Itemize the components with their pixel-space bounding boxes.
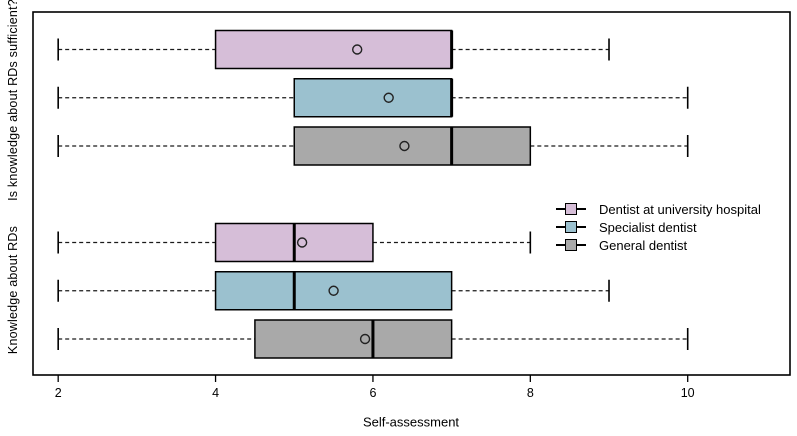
y-axis-group-label-top: Is knowledge about RDs sufficient? xyxy=(6,0,20,201)
mean-marker xyxy=(399,140,410,152)
box xyxy=(293,78,453,118)
mean-marker xyxy=(359,333,371,345)
legend-boxplot-marker-icon xyxy=(556,203,586,215)
legend-item-university-dentist: Dentist at university hospital xyxy=(556,201,761,217)
x-tick-label: 4 xyxy=(212,386,220,400)
box xyxy=(293,126,532,166)
plot-frame xyxy=(32,11,791,376)
legend: Dentist at university hospital Specialis… xyxy=(556,201,761,253)
x-tick-label: 10 xyxy=(680,386,695,400)
mean-marker xyxy=(383,92,394,103)
legend-item-general-dentist: General dentist xyxy=(556,237,761,253)
x-tick-label: 8 xyxy=(526,386,534,400)
legend-label: Dentist at university hospital xyxy=(599,201,761,217)
legend-label: General dentist xyxy=(599,237,688,253)
box xyxy=(254,319,453,359)
mean-marker xyxy=(328,285,339,296)
x-tick-label: 2 xyxy=(54,386,62,400)
x-tick-label: 6 xyxy=(369,386,377,400)
legend-boxplot-marker-icon xyxy=(556,221,586,233)
mean-marker xyxy=(296,237,308,248)
x-axis-title: Self-assessment xyxy=(362,414,460,430)
box xyxy=(214,271,453,311)
y-axis-group-label-bottom: Knowledge about RDs xyxy=(6,225,20,355)
legend-label: Specialist dentist xyxy=(599,219,697,235)
mean-marker xyxy=(352,44,363,55)
box xyxy=(214,29,453,70)
legend-boxplot-marker-icon xyxy=(556,239,586,251)
legend-item-specialist-dentist: Specialist dentist xyxy=(556,219,761,235)
